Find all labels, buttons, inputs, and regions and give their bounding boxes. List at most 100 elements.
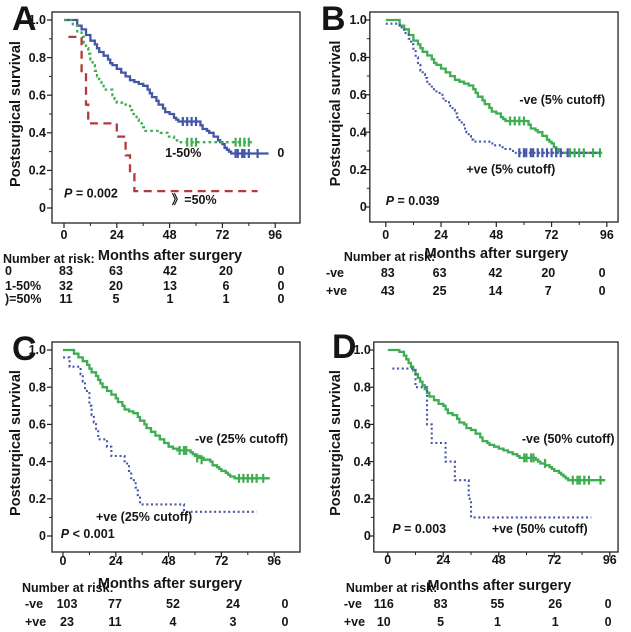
km-curve--ve bbox=[387, 348, 606, 482]
risk-value: 83 bbox=[59, 264, 73, 278]
risk-value: 20 bbox=[219, 264, 233, 278]
risk-value: 5 bbox=[437, 615, 444, 629]
y-tick-label: 0.8 bbox=[350, 51, 367, 65]
series-label--ve: -ve (5% cutoff) bbox=[519, 93, 605, 107]
p-value-label: P = 0.039 bbox=[386, 194, 440, 208]
y-tick-label: 0.4 bbox=[350, 125, 367, 139]
km-curve-≥50% bbox=[68, 35, 258, 193]
km-curve-1-50% bbox=[64, 18, 254, 144]
km-curve--ve bbox=[63, 348, 270, 480]
km-curve--ve bbox=[385, 18, 603, 154]
series-label-1-50%: 1-50% bbox=[165, 146, 201, 160]
risk-row-label: -ve bbox=[25, 597, 43, 611]
y-tick-label: 0.2 bbox=[29, 492, 46, 506]
risk-value: 1 bbox=[223, 292, 230, 306]
series-label-+ve: +ve (50% cutoff) bbox=[492, 522, 588, 536]
x-tick-label: 48 bbox=[162, 554, 176, 568]
risk-value: 77 bbox=[108, 597, 122, 611]
x-tick-label: 0 bbox=[384, 553, 391, 567]
p-value-label: P = 0.002 bbox=[64, 187, 118, 201]
risk-value: 0 bbox=[278, 292, 285, 306]
y-tick-label: 0.6 bbox=[354, 418, 371, 432]
y-axis-label: Postsurgical survival bbox=[8, 41, 24, 187]
x-tick-label: 48 bbox=[163, 228, 177, 242]
y-tick-label: 0.2 bbox=[29, 164, 46, 178]
risk-value: 0 bbox=[605, 597, 612, 611]
plot-frame bbox=[369, 11, 619, 223]
y-tick-label: 0.2 bbox=[354, 492, 371, 506]
panel-A: A 0 0.2 0.4 0.6 0.8 1.0 0 24 48 72 96 Postsurgical s… bbox=[0, 0, 316, 316]
x-tick-label: 72 bbox=[547, 553, 561, 567]
risk-row-label: 1-50% bbox=[5, 279, 41, 293]
y-tick-label: 0.4 bbox=[29, 126, 46, 140]
y-tick-label: 0.8 bbox=[29, 51, 46, 65]
risk-value: 11 bbox=[108, 615, 121, 629]
risk-table-header: Number at risk: bbox=[3, 252, 95, 266]
panel-plot-C: C 0 0.2 0.4 0.6 0.8 1.0 0 24 48 72 96 Postsurqical s… bbox=[8, 330, 301, 629]
risk-value: 0 bbox=[599, 284, 606, 298]
risk-value: 23 bbox=[60, 615, 74, 629]
x-axis-label: Months after surgery bbox=[425, 246, 569, 262]
risk-value: 5 bbox=[113, 292, 120, 306]
risk-table-header: Number at risk: bbox=[346, 581, 437, 595]
y-tick-label: 1.0 bbox=[29, 13, 46, 27]
y-tick-label: 0.8 bbox=[354, 380, 371, 394]
km-curve-+ve bbox=[392, 367, 592, 519]
risk-value: 7 bbox=[545, 284, 552, 298]
y-tick-label: 0.4 bbox=[354, 455, 371, 469]
y-tick-label: 0.6 bbox=[29, 418, 46, 432]
x-tick-label: 24 bbox=[109, 554, 123, 568]
y-axis-label: Postsurgical survival bbox=[328, 370, 344, 516]
y-tick-label: 0 bbox=[39, 529, 46, 543]
panel-letter: A bbox=[12, 0, 37, 38]
risk-value: 14 bbox=[489, 284, 503, 298]
risk-value: 42 bbox=[163, 264, 177, 278]
risk-value: 43 bbox=[381, 284, 395, 298]
x-tick-label: 96 bbox=[268, 228, 282, 242]
x-tick-label: 24 bbox=[436, 553, 450, 567]
risk-table-header: Number at risk: bbox=[344, 250, 435, 264]
y-tick-label: 0.8 bbox=[29, 380, 46, 394]
x-tick-label: 24 bbox=[434, 228, 448, 242]
y-tick-label: 0.6 bbox=[29, 88, 46, 102]
panel-letter: C bbox=[12, 330, 37, 368]
y-tick-label: 0.4 bbox=[29, 455, 46, 469]
x-tick-label: 0 bbox=[382, 228, 389, 242]
series-label-0: 0 bbox=[277, 146, 284, 160]
risk-row-label: +ve bbox=[326, 284, 347, 298]
risk-value: 6 bbox=[223, 279, 230, 293]
y-tick-label: 1.0 bbox=[29, 343, 46, 357]
x-tick-label: 48 bbox=[489, 228, 503, 242]
risk-value: 55 bbox=[490, 597, 504, 611]
risk-value: 0 bbox=[282, 615, 289, 629]
risk-row-label: )=50% bbox=[5, 292, 41, 306]
x-tick-label: 72 bbox=[545, 228, 559, 242]
risk-value: 0 bbox=[282, 597, 289, 611]
panel-plot-D: D 0 0.2 0.4 0.6 0.8 1.0 0 24 48 72 96 Postsurgical s… bbox=[328, 328, 619, 629]
x-axis-label: Months after surgery bbox=[428, 578, 572, 594]
panel-letter: D bbox=[332, 328, 356, 366]
y-tick-label: 1.0 bbox=[354, 343, 371, 357]
panel-plot-B: B 0 0.2 0.4 0.6 0.8 1.0 0 24 48 72 96 Postsurqical s… bbox=[321, 0, 619, 298]
risk-table-header: Number at risk: bbox=[22, 581, 114, 595]
panel-B: B 0 0.2 0.4 0.6 0.8 1.0 0 24 48 72 96 Postsurqical s… bbox=[316, 0, 631, 316]
risk-row-label: -ve bbox=[326, 266, 344, 280]
risk-value: 10 bbox=[377, 615, 391, 629]
x-tick-label: 72 bbox=[215, 228, 229, 242]
risk-value: 3 bbox=[230, 615, 237, 629]
risk-value: 32 bbox=[59, 279, 73, 293]
risk-value: 42 bbox=[489, 266, 503, 280]
x-tick-label: 48 bbox=[492, 553, 506, 567]
risk-value: 26 bbox=[548, 597, 562, 611]
risk-value: 25 bbox=[433, 284, 447, 298]
x-tick-label: 96 bbox=[600, 228, 614, 242]
y-axis-label: Postsurqical survival bbox=[328, 41, 344, 187]
risk-value: 1 bbox=[552, 615, 559, 629]
series-label--ve: -ve (50% cutoff) bbox=[522, 432, 615, 446]
risk-value: 11 bbox=[59, 292, 72, 306]
x-tick-label: 72 bbox=[214, 554, 228, 568]
p-value-label: P = 0.003 bbox=[392, 522, 446, 536]
y-tick-label: 1.0 bbox=[350, 13, 367, 27]
risk-row-label: -ve bbox=[344, 597, 362, 611]
